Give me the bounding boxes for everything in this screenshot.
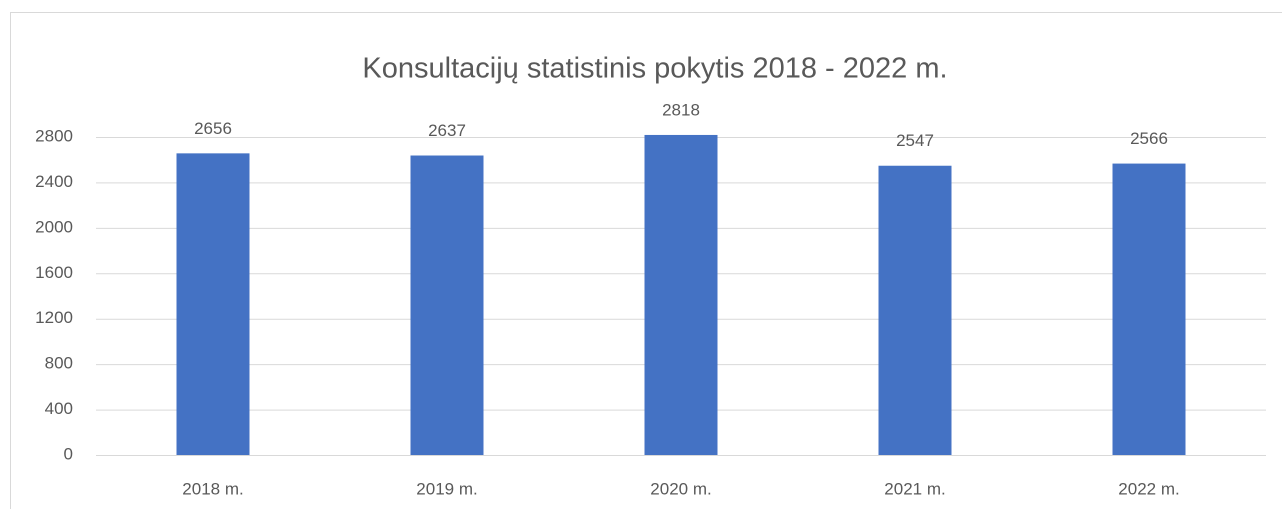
y-tick-label: 2800 bbox=[35, 126, 73, 145]
x-tick-label: 2021 m. bbox=[884, 479, 945, 498]
y-tick-label: 1200 bbox=[35, 308, 73, 327]
data-label: 2637 bbox=[428, 121, 466, 140]
data-label: 2547 bbox=[896, 131, 934, 150]
chart-title: Konsultacijų statistinis pokytis 2018 - … bbox=[362, 53, 947, 85]
x-tick-label: 2019 m. bbox=[416, 479, 477, 498]
data-label: 2566 bbox=[1130, 129, 1168, 148]
bar bbox=[176, 153, 250, 455]
y-tick-label: 0 bbox=[64, 444, 73, 463]
y-tick-label: 1600 bbox=[35, 263, 73, 282]
data-label: 2818 bbox=[662, 100, 700, 119]
x-tick-label: 2020 m. bbox=[650, 479, 711, 498]
data-label: 2656 bbox=[194, 119, 232, 138]
x-tick-label: 2022 m. bbox=[1118, 479, 1179, 498]
bar bbox=[410, 155, 484, 455]
bar bbox=[644, 134, 718, 455]
x-tick-label: 2018 m. bbox=[182, 479, 243, 498]
y-tick-label: 400 bbox=[45, 399, 73, 418]
y-tick-label: 800 bbox=[45, 354, 73, 373]
y-tick-label: 2400 bbox=[35, 172, 73, 191]
bar bbox=[1112, 163, 1186, 455]
bar bbox=[878, 165, 952, 455]
y-tick-label: 2000 bbox=[35, 217, 73, 236]
